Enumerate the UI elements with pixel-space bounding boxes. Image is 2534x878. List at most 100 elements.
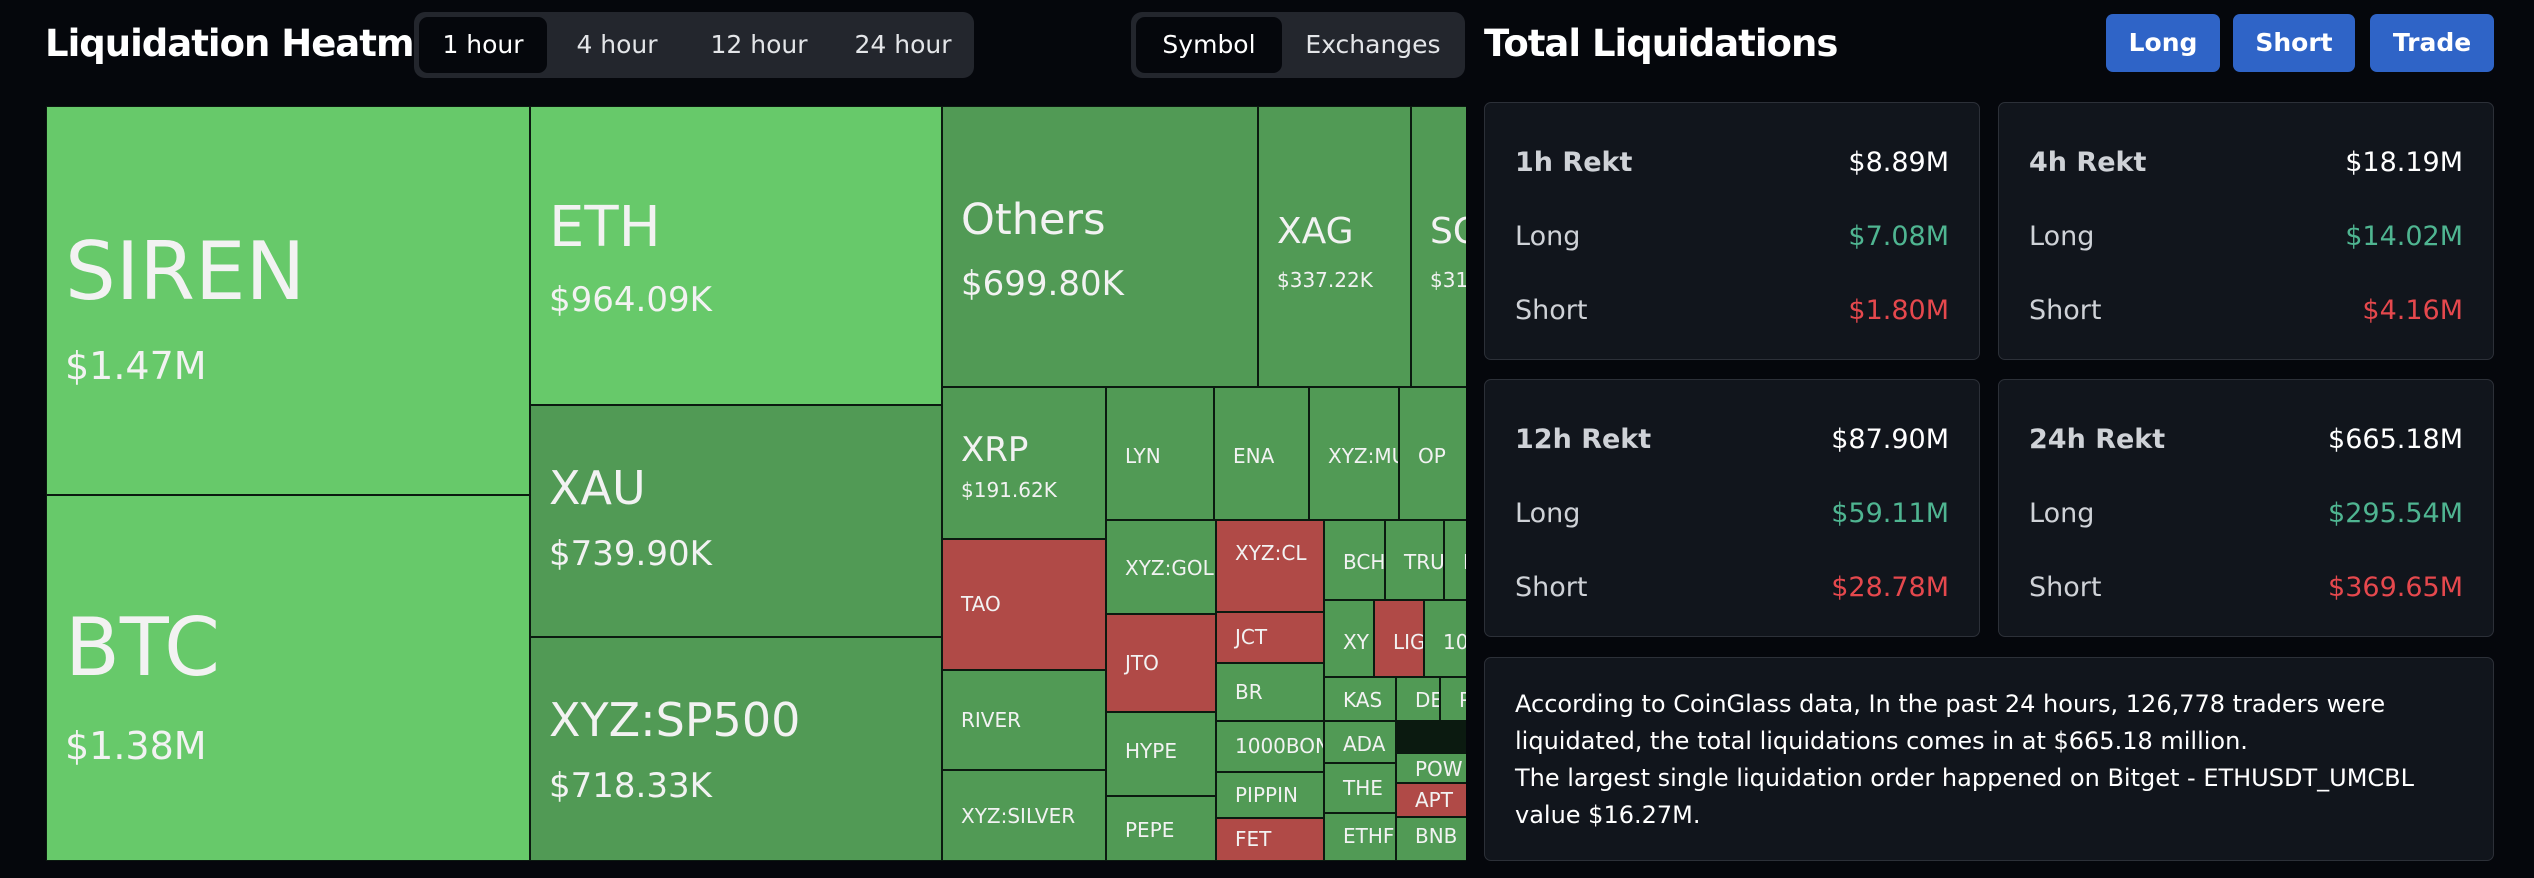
heatmap-tile-op[interactable]: OP [1399,387,1466,520]
heatmap-tile-de[interactable]: DE [1396,677,1440,721]
summary-text: According to CoinGlass data, In the past… [1515,690,2386,755]
long-button[interactable]: Long [2106,14,2220,72]
trade-button[interactable]: Trade [2370,14,2494,72]
heatmap-tile-the[interactable]: THE [1324,763,1396,813]
tile-symbol: ADA [1343,732,1386,756]
tile-value: $699.80K [961,264,1124,304]
tile-symbol: XY [1343,630,1369,654]
card-short-label: Short [2029,295,2102,326]
tile-symbol: RIVER [961,708,1022,732]
heatmap-tile-ada[interactable]: ADA [1324,721,1396,763]
tile-symbol: SO [1430,211,1466,252]
heatmap-tile-xyz-silver[interactable]: XYZ:SILVER [942,770,1106,861]
tab-12-hour[interactable]: 12 hour [710,30,808,59]
card-long-label: Long [2029,498,2095,529]
heatmap-tile-e[interactable]: E [1444,520,1466,600]
heatmap-tile-1000bon[interactable]: 1000BON [1216,721,1324,772]
tile-symbol: XAU [549,461,646,515]
card-long-value: $7.08M [1848,221,1949,252]
tile-symbol: XRP [961,430,1029,470]
tile-symbol: E [1463,552,1466,572]
card-total-value: $665.18M [2328,424,2463,455]
heatmap-tile-pepe[interactable]: PEPE [1106,796,1216,861]
card-long-label: Long [1515,221,1581,252]
tile-symbol: ETH [549,195,661,260]
tab-24-hour[interactable]: 24 hour [854,30,952,59]
heatmap-tile-xyz-gold[interactable]: XYZ:GOLD [1106,520,1216,614]
card-short-value: $4.16M [2362,295,2463,326]
tab-4-hour[interactable]: 4 hour [576,30,658,59]
heatmap-tile-xau[interactable]: XAU $739.90K [530,405,942,637]
heatmap-tile-jto[interactable]: JTO [1106,614,1216,712]
totals-title: Total Liquidations [1484,22,1838,65]
heatmap-tile-bch[interactable]: BCH [1324,520,1385,600]
tile-value: $718.33K [549,766,712,806]
heatmap-tile-lig[interactable]: LIG [1374,600,1424,677]
heatmap-tile-so[interactable]: SO $31 [1411,106,1466,387]
card-short-label: Short [1515,572,1588,603]
card-short-value: $1.80M [1848,295,1949,326]
heatmap-tile-siren[interactable]: SIREN $1.47M [46,106,530,495]
tile-symbol: 10 [1443,630,1466,654]
tile-symbol: BTC [65,601,220,694]
heatmap-tile-br[interactable]: BR [1216,663,1324,721]
tile-symbol: XAG [1277,211,1354,252]
heatmap-tile-apt[interactable]: APT [1396,783,1466,817]
heatmap-tile-river[interactable]: RIVER [942,670,1106,770]
heatmap-tile-p[interactable]: P [1440,677,1466,721]
tile-symbol: HYPE [1125,739,1177,763]
heatmap-tile-xag[interactable]: XAG $337.22K [1258,106,1411,387]
tile-symbol: LYN [1125,444,1161,468]
heatmap-tile-hype[interactable]: HYPE [1106,712,1216,796]
tab-exchanges[interactable]: Exchanges [1305,30,1441,59]
tile-symbol: APT [1415,788,1453,812]
tile-symbol: BCH [1343,550,1385,574]
card-long-value: $59.11M [1831,498,1949,529]
heatmap-tile-10[interactable]: 10 [1424,600,1466,677]
tile-value: $337.22K [1277,268,1373,292]
heatmap-tile-pippin[interactable]: PIPPIN [1216,772,1324,818]
tile-symbol: TRU [1404,550,1444,574]
heatmap-tile-tru[interactable]: TRU [1385,520,1444,600]
heatmap-tile-ethf[interactable]: ETHF [1324,813,1396,861]
tile-symbol: XYZ:CL [1235,541,1307,565]
liquidation-heatmap: SIREN $1.47M BTC $1.38M ETH $964.09K XAU $739.9… [46,106,1466,861]
heatmap-tile-xyz-sp500[interactable]: XYZ:SP500 $718.33K [530,637,942,861]
tab-1-hour[interactable]: 1 hour [419,17,547,73]
heatmap-tile-ena[interactable]: ENA [1214,387,1309,520]
heatmap-tile-xrp[interactable]: XRP $191.62K [942,387,1106,539]
liquidation-summary: According to CoinGlass data, In the past… [1484,657,2494,861]
tile-value: $964.09K [549,280,712,320]
tile-symbol: JTO [1125,651,1159,675]
heatmap-tile-eth[interactable]: ETH $964.09K [530,106,942,405]
heatmap-tile-btc[interactable]: BTC $1.38M [46,495,530,861]
heatmap-tile-tao[interactable]: TAO [942,539,1106,670]
heatmap-tile-pow[interactable]: POW [1396,753,1466,783]
heatmap-tile-jct[interactable]: JCT [1216,612,1324,663]
tile-symbol: BNB [1415,824,1458,848]
tile-symbol: OP [1418,444,1446,468]
rekt-card-1h: 1h Rekt $8.89M Long $7.08M Short $1.80M [1484,102,1980,360]
heatmap-tile-xyz-cl[interactable]: XYZ:CL [1216,520,1324,612]
heatmap-tile-xyz-mu[interactable]: XYZ:MU [1309,387,1399,520]
heatmap-tile-xy[interactable]: XY [1324,600,1374,677]
short-button[interactable]: Short [2233,14,2355,72]
card-period-label: 4h Rekt [2029,147,2147,178]
heatmap-tile-lyn[interactable]: LYN [1106,387,1214,520]
heatmap-tile-kas[interactable]: KAS [1324,677,1396,721]
heatmap-tile-fet[interactable]: FET [1216,818,1324,861]
tile-value: $1.47M [65,344,207,388]
tile-symbol: PEPE [1125,818,1175,842]
heatmap-tile-bnb[interactable]: BNB [1396,817,1466,861]
heatmap-tile-others[interactable]: Others $699.80K [942,106,1258,387]
page-title: Liquidation Heatmap [45,22,464,65]
tile-symbol: ENA [1233,444,1275,468]
tile-symbol: BR [1235,680,1263,704]
tab-symbol[interactable]: Symbol [1136,17,1282,73]
rekt-card-4h: 4h Rekt $18.19M Long $14.02M Short $4.16… [1998,102,2494,360]
tile-symbol: Others [961,195,1106,245]
tile-symbol: DE [1415,688,1439,712]
card-period-label: 24h Rekt [2029,424,2166,455]
card-total-value: $87.90M [1831,424,1949,455]
card-total-value: $8.89M [1848,147,1949,178]
